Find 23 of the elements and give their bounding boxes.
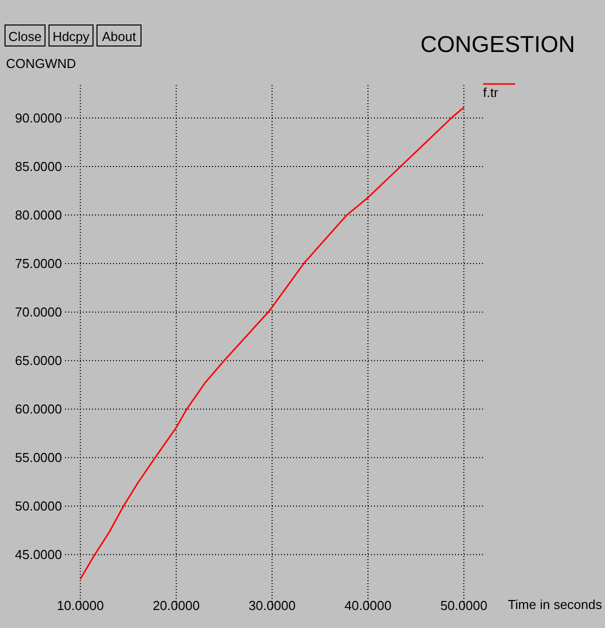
y-tick-label: 65.0000 [15,353,62,368]
y-tick-label: 55.0000 [15,450,62,466]
legend-label: f.tr [483,85,499,100]
x-tick-label: 20.0000 [152,598,200,613]
y-axis-title: CONGWND [6,56,76,71]
button: Close [4,24,46,46]
button: Hdcpy [48,24,94,46]
x-tick-label: 30.0000 [248,598,296,613]
chart-title: CONGESTION [420,31,575,57]
y-tick-label: 85.0000 [15,159,62,174]
y-tick-label: 75.0000 [15,256,62,272]
y-tick-label: 45.0000 [15,547,62,562]
y-tick-label: 60.0000 [15,402,62,417]
x-tick-label: 10.0000 [56,598,104,613]
x-axis-title: Time in seconds [508,597,602,612]
x-tick-label: 40.0000 [344,598,392,613]
y-tick-label: 90.0000 [15,110,62,126]
y-tick-label: 50.0000 [15,498,62,514]
button: About [96,24,142,46]
line-series [80,106,465,580]
y-tick-label: 80.0000 [15,208,62,223]
y-tick-label: 70.0000 [15,304,62,320]
x-tick-label: 50.0000 [440,598,488,613]
